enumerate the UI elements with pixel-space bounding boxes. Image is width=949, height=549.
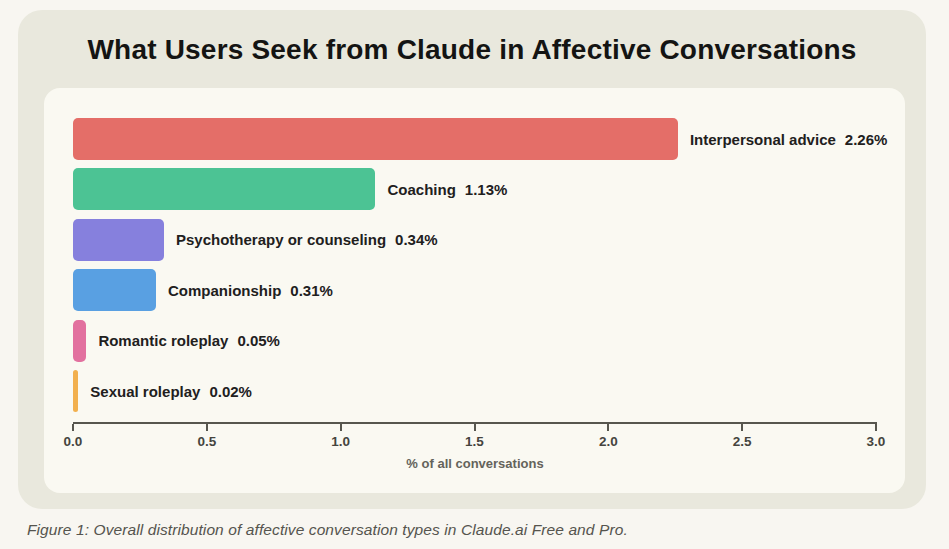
x-axis-label: % of all conversations	[73, 456, 877, 471]
bar-label: Psychotherapy or counseling 0.34%	[176, 231, 438, 248]
bar-label: Romantic roleplay 0.05%	[98, 332, 280, 349]
bar	[73, 269, 156, 311]
bar-row: Sexual roleplay 0.02%	[73, 370, 252, 412]
bar-row: Companionship 0.31%	[73, 269, 333, 311]
bar-value-label: 0.31%	[290, 282, 333, 299]
x-tick-label: 1.0	[319, 434, 363, 449]
bar-category-label: Psychotherapy or counseling	[176, 231, 386, 248]
bar	[73, 168, 375, 210]
figure-page: What Users Seek from Claude in Affective…	[0, 0, 949, 549]
bar	[73, 219, 164, 261]
bar-value-label: 2.26%	[845, 131, 888, 148]
x-tick	[474, 424, 476, 431]
x-tick-label: 2.0	[586, 434, 630, 449]
bar-category-label: Sexual roleplay	[90, 383, 200, 400]
bar-value-label: 0.02%	[209, 383, 252, 400]
bar-label: Coaching 1.13%	[387, 181, 507, 198]
x-tick	[741, 424, 743, 431]
x-tick-label: 0.0	[51, 434, 95, 449]
bar-category-label: Interpersonal advice	[690, 131, 836, 148]
bar	[73, 118, 678, 160]
x-tick-label: 0.5	[185, 434, 229, 449]
bar-value-label: 0.05%	[237, 332, 280, 349]
x-tick	[72, 424, 74, 431]
bar-row: Psychotherapy or counseling 0.34%	[73, 219, 438, 261]
figure-caption: Figure 1: Overall distribution of affect…	[27, 521, 628, 539]
chart-title: What Users Seek from Claude in Affective…	[18, 34, 926, 66]
bar-row: Interpersonal advice 2.26%	[73, 118, 887, 160]
bar-row: Coaching 1.13%	[73, 168, 507, 210]
x-tick	[875, 424, 877, 431]
bar-label: Sexual roleplay 0.02%	[90, 383, 252, 400]
x-tick	[607, 424, 609, 431]
bar	[73, 320, 86, 362]
bar-value-label: 1.13%	[465, 181, 508, 198]
x-tick-label: 3.0	[854, 434, 898, 449]
bar-category-label: Coaching	[387, 181, 455, 198]
bar-category-label: Romantic roleplay	[98, 332, 228, 349]
bar-category-label: Companionship	[168, 282, 281, 299]
bar	[73, 370, 78, 412]
x-tick-label: 2.5	[720, 434, 764, 449]
x-tick-label: 1.5	[453, 434, 497, 449]
chart-panel: % of all conversations Interpersonal adv…	[44, 88, 905, 493]
bar-row: Romantic roleplay 0.05%	[73, 320, 280, 362]
figure-card: What Users Seek from Claude in Affective…	[18, 10, 926, 509]
x-tick	[206, 424, 208, 431]
bar-value-label: 0.34%	[395, 231, 438, 248]
bar-label: Interpersonal advice 2.26%	[690, 131, 887, 148]
x-tick	[340, 424, 342, 431]
bar-label: Companionship 0.31%	[168, 282, 333, 299]
